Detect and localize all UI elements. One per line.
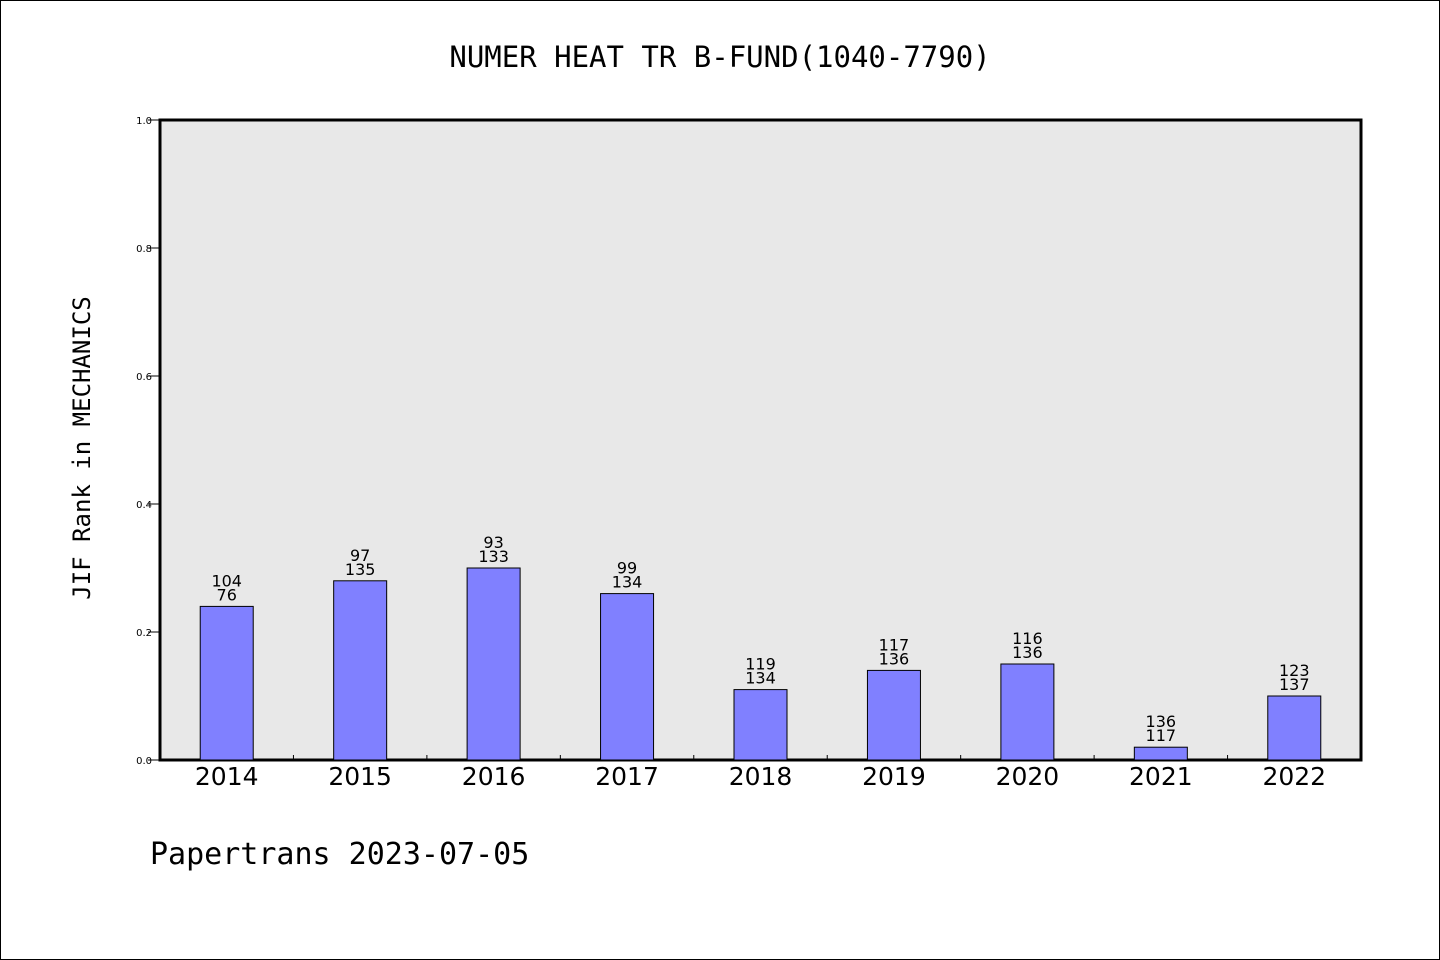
bar-label-bottom: 76 xyxy=(217,585,237,604)
bar-2021 xyxy=(1133,746,1188,761)
y-tick-label: 0.8 xyxy=(136,244,152,255)
bar-label-bottom: 136 xyxy=(1012,643,1043,662)
bar-2017 xyxy=(600,593,655,761)
bar-2016 xyxy=(466,567,521,761)
bar-label-top: 104 xyxy=(211,571,242,590)
bar-label-bottom: 136 xyxy=(879,649,910,668)
x-tick-label: 2022 xyxy=(1262,762,1326,791)
y-axis-ticks: 0.0 0.2 0.4 0.6 0.8 1.0 xyxy=(136,116,160,767)
chart-title: NUMER HEAT TR B-FUND(1040-7790) xyxy=(449,40,990,74)
bar-2014 xyxy=(199,605,254,761)
bar-label-top: 119 xyxy=(745,655,776,674)
x-tick-label: 2017 xyxy=(595,762,659,791)
bar-2020 xyxy=(1000,663,1055,761)
x-tick-label: 2016 xyxy=(462,762,526,791)
bar-label-bottom: 135 xyxy=(345,560,376,579)
bar-label-top: 136 xyxy=(1146,712,1177,731)
x-tick-label: 2015 xyxy=(328,762,392,791)
y-tick-label: 0.0 xyxy=(136,756,152,767)
bar-2019 xyxy=(866,669,921,761)
bar-label-top: 97 xyxy=(350,546,370,565)
bar-label-top: 116 xyxy=(1012,629,1043,648)
x-axis-ticks xyxy=(292,755,1229,760)
bar-label-bottom: 137 xyxy=(1279,675,1310,694)
bar-2015 xyxy=(333,580,388,761)
x-tick-label: 2014 xyxy=(195,762,259,791)
x-axis-labels: 2014 2015 2016 2017 2018 2019 2020 2021 2022 xyxy=(195,762,1326,791)
y-tick-label: 0.6 xyxy=(136,372,152,383)
bar-2018 xyxy=(733,689,788,761)
bar-label-top: 123 xyxy=(1279,661,1310,680)
y-axis-label: JIF Rank in MECHANICS xyxy=(68,296,96,599)
bar-label-top: 93 xyxy=(483,533,503,552)
x-tick-label: 2020 xyxy=(996,762,1060,791)
bar-label-bottom: 117 xyxy=(1146,726,1177,745)
bar-label-top: 99 xyxy=(617,559,637,578)
bar-label-bottom: 134 xyxy=(612,573,643,592)
bar-2022 xyxy=(1267,695,1322,761)
bar-label-top: 117 xyxy=(879,635,910,654)
x-tick-label: 2021 xyxy=(1129,762,1193,791)
y-tick-label: 0.2 xyxy=(136,628,152,639)
x-tick-label: 2019 xyxy=(862,762,926,791)
bar-label-bottom: 134 xyxy=(745,669,776,688)
bars-group xyxy=(199,567,1322,761)
footer-text: Papertrans 2023-07-05 xyxy=(150,837,529,872)
y-tick-label: 1.0 xyxy=(136,116,152,127)
bar-label-bottom: 133 xyxy=(478,547,509,566)
x-tick-label: 2018 xyxy=(729,762,793,791)
y-tick-label: 0.4 xyxy=(136,500,152,511)
